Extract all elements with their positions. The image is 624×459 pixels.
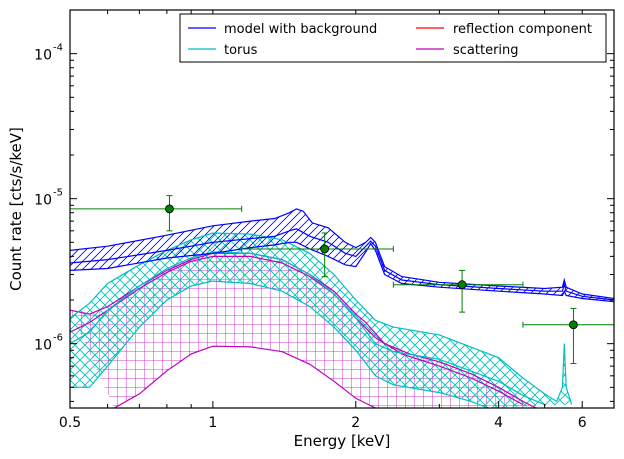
legend-label-model: model with background bbox=[224, 22, 377, 37]
data-point bbox=[70, 195, 243, 232]
data-point-marker bbox=[165, 204, 174, 214]
legend-label-reflection: reflection component bbox=[453, 22, 592, 37]
data-point-marker bbox=[320, 244, 330, 254]
plot-frame bbox=[69, 9, 615, 409]
series-line-model-lower bbox=[70, 241, 614, 303]
series-line-scattering-center bbox=[70, 255, 524, 406]
legend-label-scattering: scattering bbox=[453, 43, 519, 58]
legend: model with background reflection compone… bbox=[179, 13, 607, 63]
legend-box bbox=[179, 13, 607, 63]
data-point bbox=[392, 269, 524, 313]
y-tick-exponent: -4 bbox=[53, 43, 63, 54]
series-layer bbox=[70, 208, 614, 408]
series-line-model-upper bbox=[70, 208, 614, 300]
y-axis-label: Count rate [cts/s/keV] bbox=[7, 127, 25, 291]
data-points-layer bbox=[70, 195, 614, 364]
x-tick-label: 2 bbox=[351, 415, 360, 431]
y-tick-label: 10 bbox=[34, 48, 52, 64]
data-point bbox=[522, 307, 614, 364]
data-point bbox=[241, 232, 394, 278]
x-axis-label: Energy [keV] bbox=[294, 432, 391, 450]
y-tick-exponent: -5 bbox=[53, 188, 63, 199]
series-line-torus-lower bbox=[70, 280, 489, 408]
series-line-scattering-lower bbox=[114, 345, 376, 408]
series-line-torus-upper bbox=[70, 232, 573, 405]
ticks-layer: 0.5 1 2 4 610-610-510-4 bbox=[34, 9, 615, 431]
y-tick-label: 10 bbox=[34, 338, 52, 354]
data-point-marker bbox=[457, 280, 467, 290]
y-tick-exponent: -6 bbox=[53, 333, 63, 344]
band-fill-model bbox=[70, 208, 614, 302]
legend-label-torus: torus bbox=[224, 43, 258, 58]
series-line-model-center bbox=[70, 228, 614, 301]
x-tick-label: 0.5 bbox=[59, 415, 81, 431]
y-tick-label: 10 bbox=[34, 193, 52, 209]
x-tick-label: 6 bbox=[578, 415, 587, 431]
data-point-marker bbox=[569, 320, 578, 330]
x-tick-label: 4 bbox=[494, 415, 503, 431]
x-tick-label: 1 bbox=[208, 415, 217, 431]
series-line-torus-center bbox=[70, 251, 545, 406]
